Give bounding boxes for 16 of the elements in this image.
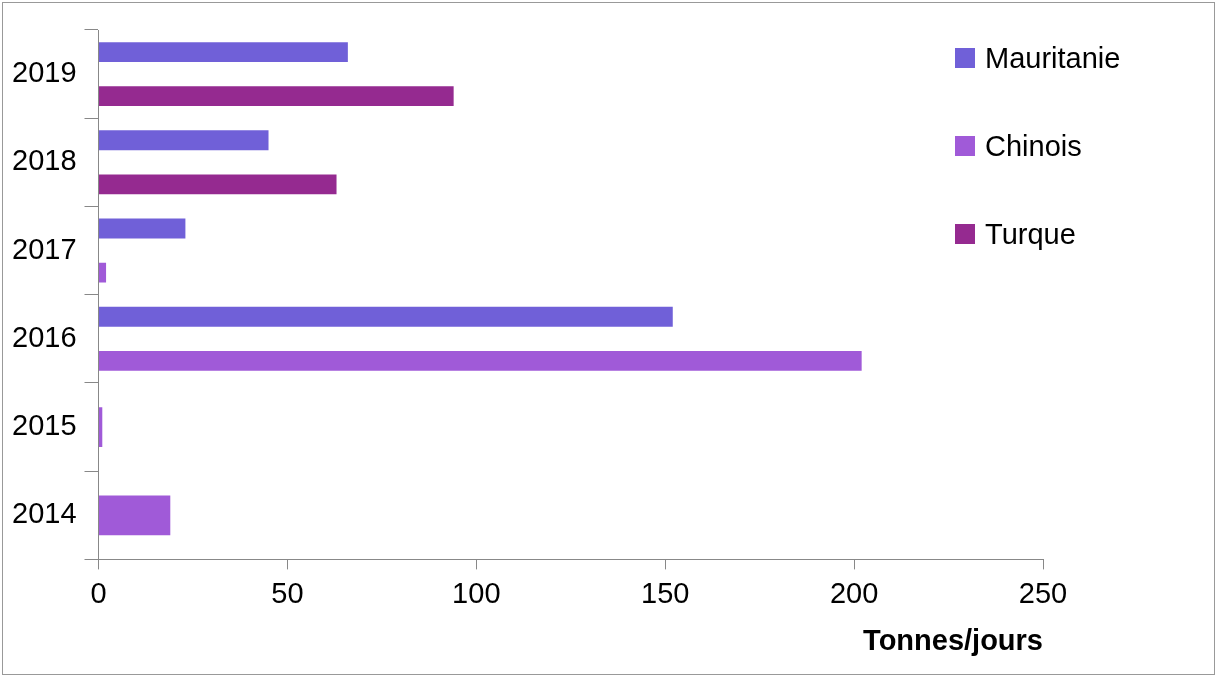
x-axis-title: Tonnes/jours [863, 623, 1043, 656]
y-tick-label: 2016 [12, 320, 77, 353]
legend-label: Chinois [985, 129, 1082, 163]
y-tick-label: 2017 [12, 232, 77, 265]
x-tick-label: 100 [452, 576, 501, 609]
x-tick-label: 0 [90, 576, 107, 609]
y-tick-label: 2014 [12, 497, 77, 530]
y-tick-label: 2015 [12, 409, 77, 442]
legend-label: Turque [985, 217, 1076, 251]
x-tick-label: 200 [829, 576, 879, 609]
y-tick-label: 2018 [12, 144, 77, 177]
x-tick-label: 50 [271, 576, 304, 609]
x-tick-label: 250 [1018, 576, 1068, 609]
x-tick-label: 150 [641, 576, 690, 609]
legend-label: Mauritanie [985, 41, 1121, 75]
y-tick-label: 2019 [12, 56, 77, 89]
